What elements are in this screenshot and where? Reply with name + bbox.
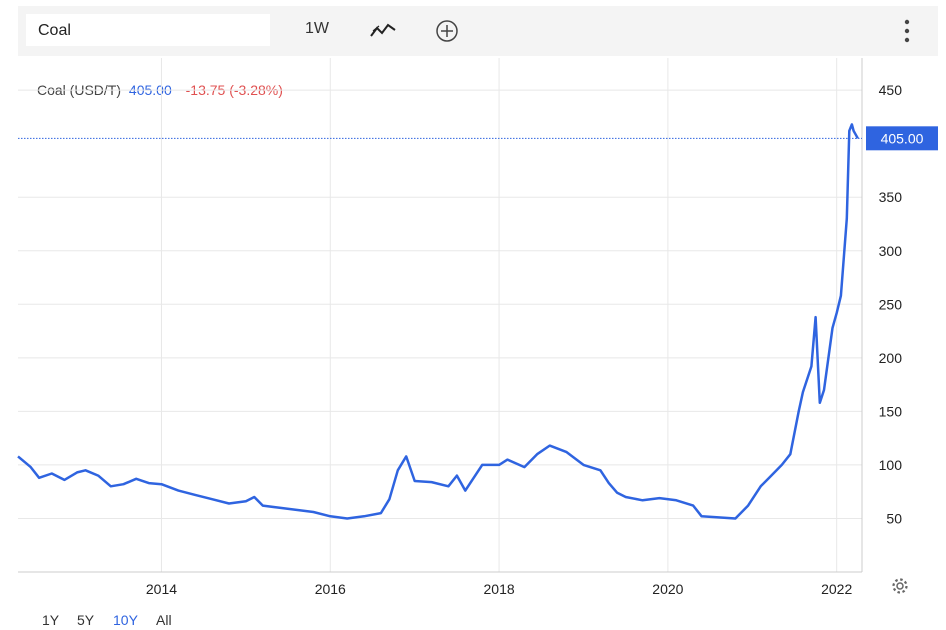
search-input-value: Coal xyxy=(38,22,71,39)
x-tick-label: 2018 xyxy=(484,581,515,597)
x-tick-label: 2022 xyxy=(821,581,852,597)
last-value-badge xyxy=(866,126,938,151)
line-chart-icon[interactable] xyxy=(370,22,396,38)
plus-circle-icon[interactable] xyxy=(435,19,459,43)
series-line-coal xyxy=(17,123,859,520)
y-tick-label: 200 xyxy=(879,350,903,366)
y-tick-label: 250 xyxy=(879,296,903,312)
search-input[interactable]: Coal xyxy=(26,14,270,46)
range-5y[interactable]: 5Y xyxy=(77,612,95,628)
range-1y[interactable]: 1Y xyxy=(42,612,60,628)
y-tick-label: 50 xyxy=(886,510,902,526)
x-tick-label: 2020 xyxy=(652,581,683,597)
settings-gear-icon[interactable] xyxy=(890,576,910,596)
range-all[interactable]: All xyxy=(156,612,172,628)
y-tick-label: 100 xyxy=(879,457,903,473)
x-tick-label: 2016 xyxy=(315,581,346,597)
y-tick-label: 150 xyxy=(879,403,903,419)
y-tick-label: 350 xyxy=(879,189,903,205)
y-tick-label: 300 xyxy=(879,243,903,259)
vertical-dots-icon[interactable] xyxy=(902,18,912,44)
x-tick-label: 2014 xyxy=(146,581,177,597)
interval-button[interactable]: 1W xyxy=(305,20,329,37)
range-10y[interactable]: 10Y xyxy=(113,612,138,628)
y-tick-label: 450 xyxy=(879,82,903,98)
last-value-label: 405.00 xyxy=(881,130,924,146)
